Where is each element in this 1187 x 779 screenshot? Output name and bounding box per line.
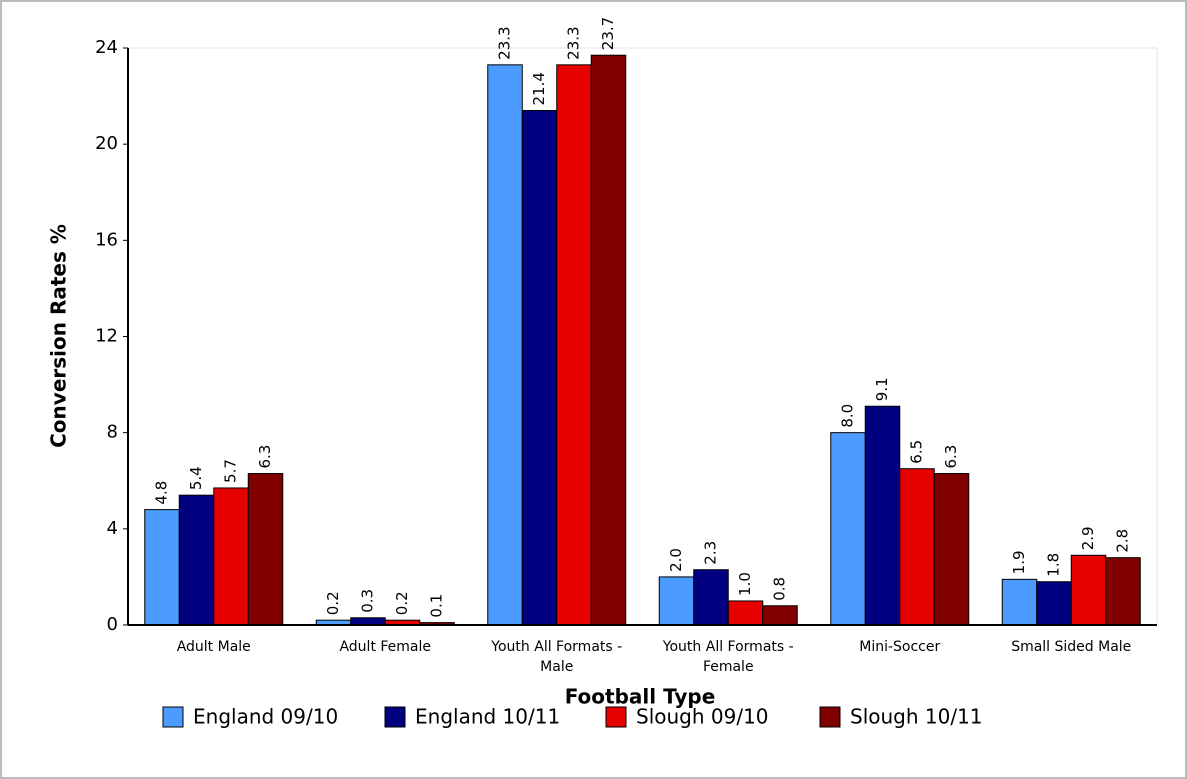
y-tick-label: 8 [107,422,118,443]
x-axis-title: Football Type [565,685,716,709]
x-tick-label: Adult Female [339,639,432,655]
legend-label: England 09/10 [193,705,338,729]
x-tick-label: Youth All Formats - Female [662,639,794,675]
value-label: 1.9 [1010,550,1028,574]
bar [1105,557,1141,626]
bar [213,487,249,626]
bar [727,600,764,626]
bar [933,473,970,626]
legend-label: England 10/11 [415,705,560,729]
bar [693,569,729,626]
value-label: 1.0 [736,572,754,596]
y-tick-label: 0 [107,614,118,635]
value-label: 0.2 [324,591,342,615]
bar [178,494,215,626]
y-tick-label: 20 [95,133,118,154]
value-label: 6.3 [942,445,960,469]
value-label: 8.0 [839,404,857,428]
legend-swatch [162,706,184,728]
y-tick-label: 16 [95,229,118,250]
bar [144,509,180,626]
bar [556,64,592,626]
bar [1001,578,1038,626]
value-label: 1.8 [1045,553,1063,577]
value-label: 2.0 [667,548,685,572]
value-label: 9.1 [873,377,891,401]
value-label: 0.3 [359,589,377,613]
y-tick-label: 4 [107,518,118,539]
value-label: 5.7 [222,459,240,483]
x-tick-label: Adult Male [176,639,251,655]
bar [830,432,866,626]
bar [1070,554,1107,626]
legend-swatch [819,706,841,728]
legend-swatch [605,706,627,728]
y-tick-label: 12 [95,326,118,347]
y-tick-label: 24 [95,37,118,58]
value-label: 23.3 [565,26,583,59]
bar [487,64,523,626]
value-label: 21.4 [530,72,548,105]
legend-label: Slough 10/11 [850,705,983,729]
value-label: 0.8 [771,577,789,601]
value-label: 2.3 [702,541,720,565]
legend-label: Slough 09/10 [636,705,769,729]
bar [590,54,627,626]
bar [899,468,935,626]
bar [658,576,695,626]
legend-swatch [384,706,406,728]
x-tick-label: Small Sided Male [1011,639,1132,655]
y-axis-title: Conversion Rates % [47,224,71,448]
value-label: 23.7 [599,17,617,50]
bar [350,617,386,626]
bar [762,605,798,626]
bar [1036,581,1072,626]
value-label: 23.3 [496,26,514,59]
x-tick-label: Youth All Formats - Male [491,639,623,675]
bar [247,473,284,626]
value-label: 6.3 [256,445,274,469]
x-tick-label: Mini-Soccer [859,639,941,655]
value-label: 2.9 [1079,526,1097,550]
bar [864,405,901,626]
value-label: 4.8 [153,481,171,505]
value-label: 6.5 [908,440,926,464]
value-label: 0.2 [393,591,411,615]
bar [521,110,558,626]
value-label: 2.8 [1114,529,1132,553]
value-label: 5.4 [187,466,205,490]
value-label: 0.1 [428,594,446,618]
